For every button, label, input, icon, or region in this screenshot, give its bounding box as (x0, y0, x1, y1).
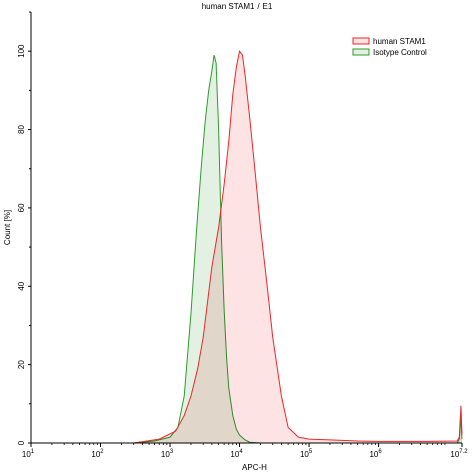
y-tick-label: 60 (17, 203, 26, 212)
legend-swatch-human-stam1 (352, 37, 370, 45)
legend: human STAM1 Isotype Control (352, 37, 427, 57)
x-tick-label: 107.2 (450, 449, 468, 459)
chart-title-main: human STAM1 (202, 2, 255, 11)
x-axis-label: APC-H (242, 463, 267, 472)
chart-title-gate: E1 (263, 2, 273, 11)
x-tick-label: 106 (369, 449, 382, 459)
legend-swatch-isotype-control (352, 48, 370, 56)
legend-label-human-stam1: human STAM1 (373, 37, 426, 46)
series-area-isotype-control (133, 55, 462, 443)
y-tick-label: 40 (17, 281, 26, 290)
y-axis-label: Count [%] (3, 210, 12, 245)
x-tick-label: 103 (161, 449, 174, 459)
x-tick-label: 102 (91, 449, 104, 459)
legend-label-isotype-control: Isotype Control (373, 48, 427, 57)
y-tick-label: 0 (17, 440, 26, 445)
y-tick-label: 80 (17, 125, 26, 134)
series-line-human-stam1 (133, 49, 463, 444)
x-tick-label: 104 (230, 449, 243, 459)
y-tick-label: 100 (17, 44, 26, 58)
axes: 0 20 40 60 80 100 101 102 103 104 105 106 107.2 (17, 11, 468, 459)
series-line-isotype-control (133, 54, 463, 444)
chart-title-separator: / (255, 2, 262, 11)
y-tick-label: 20 (17, 360, 26, 369)
series-area-human-stam1 (133, 51, 462, 444)
plot-area (133, 49, 463, 444)
x-tick-label: 101 (22, 449, 35, 459)
x-tick-label: 105 (300, 449, 313, 459)
